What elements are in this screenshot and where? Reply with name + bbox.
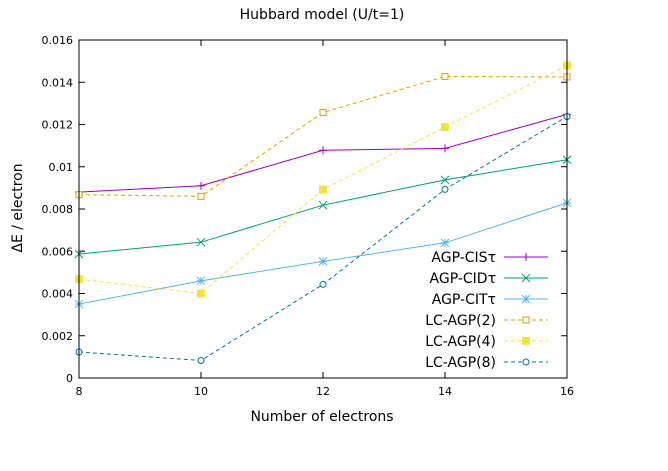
series-2 <box>74 198 572 309</box>
marker-shape <box>197 192 205 200</box>
y-tick-label: 0.008 <box>42 203 74 216</box>
series-3 <box>75 73 571 200</box>
data-point <box>440 238 450 248</box>
legend-entry: LC-AGP(8) <box>425 355 548 371</box>
data-point <box>522 358 530 366</box>
data-point <box>522 253 530 261</box>
marker-shape <box>522 358 530 366</box>
data-point <box>197 289 205 298</box>
y-tick-label: 0.016 <box>42 34 74 47</box>
data-point <box>522 316 530 324</box>
marker-shape <box>441 73 449 81</box>
y-tick-label: 0.006 <box>42 245 74 258</box>
legend-label: AGP-CIDτ <box>430 271 496 287</box>
legend-label: LC-AGP(2) <box>425 313 496 329</box>
y-tick-label: 0 <box>66 372 73 385</box>
x-tick-label: 16 <box>560 385 574 398</box>
marker-stroke <box>440 238 450 248</box>
y-tick-label: 0.01 <box>49 161 74 174</box>
plot-frame <box>78 39 568 379</box>
marker-stroke <box>521 294 531 304</box>
marker-stroke <box>318 257 328 266</box>
data-point <box>319 108 327 116</box>
legend-entry: LC-AGP(2) <box>425 313 548 329</box>
series-line <box>78 76 568 197</box>
data-point <box>319 185 327 194</box>
marker-shape <box>522 316 530 324</box>
series-0 <box>75 110 571 197</box>
legend-label: AGP-CITτ <box>432 292 496 308</box>
legend-label: LC-AGP(4) <box>425 334 496 350</box>
data-point <box>318 200 328 210</box>
series-line <box>78 159 568 255</box>
data-point <box>521 273 531 283</box>
marker-shape <box>522 337 530 345</box>
chart-title: Hubbard model (U/t=1) <box>240 7 405 23</box>
legend-label: LC-AGP(8) <box>425 355 496 371</box>
data-point <box>440 175 450 185</box>
data-point <box>197 192 205 200</box>
x-axis-label: Number of electrons <box>250 409 393 425</box>
marker-shape <box>319 108 327 116</box>
x-tick-label: 8 <box>76 385 83 398</box>
data-point <box>319 280 327 288</box>
marker-stroke <box>196 237 206 247</box>
marker-shape <box>441 185 449 193</box>
data-point <box>521 294 531 304</box>
marker-shape <box>319 280 327 288</box>
data-point <box>522 337 530 345</box>
series-5 <box>75 112 571 364</box>
x-tick-label: 14 <box>438 385 452 398</box>
data-point <box>441 123 449 132</box>
marker-shape <box>441 123 449 132</box>
y-axis-label: ΔE / electron <box>10 163 26 252</box>
marker-stroke <box>440 175 450 185</box>
y-tick-label: 0.014 <box>42 76 74 89</box>
x-tick-label: 12 <box>316 385 330 398</box>
series-layer <box>74 61 572 364</box>
data-point <box>441 144 449 153</box>
axis-ticks: 0 0.002 0.004 0.006 0.008 0.01 0.012 0.014 0.016… <box>42 34 575 398</box>
marker-stroke <box>521 273 531 283</box>
data-point <box>441 73 449 81</box>
data-point <box>197 181 205 190</box>
legend-entry: AGP-CITτ <box>432 292 548 308</box>
data-point <box>196 276 206 286</box>
marker-shape <box>319 185 327 194</box>
data-point <box>196 237 206 247</box>
legend-entry: AGP-CISτ <box>431 250 548 266</box>
series-1 <box>74 155 572 259</box>
legend-entry: LC-AGP(4) <box>425 334 548 350</box>
data-point <box>318 257 328 266</box>
data-point <box>197 356 205 364</box>
legend: AGP-CISτ AGP-CIDτ AGP-CITτ LC-AGP(2) LC-AGP(… <box>425 250 548 371</box>
marker-shape <box>197 356 205 364</box>
y-tick-label: 0.002 <box>42 330 74 343</box>
marker-stroke <box>196 276 206 286</box>
data-point <box>441 185 449 193</box>
data-point <box>319 146 327 155</box>
marker-shape <box>197 289 205 298</box>
legend-entry: AGP-CIDτ <box>430 271 548 287</box>
x-tick-label: 10 <box>194 385 208 398</box>
legend-label: AGP-CISτ <box>431 250 496 266</box>
y-tick-label: 0.004 <box>42 288 74 301</box>
y-tick-label: 0.012 <box>42 119 74 132</box>
marker-stroke <box>318 200 328 210</box>
